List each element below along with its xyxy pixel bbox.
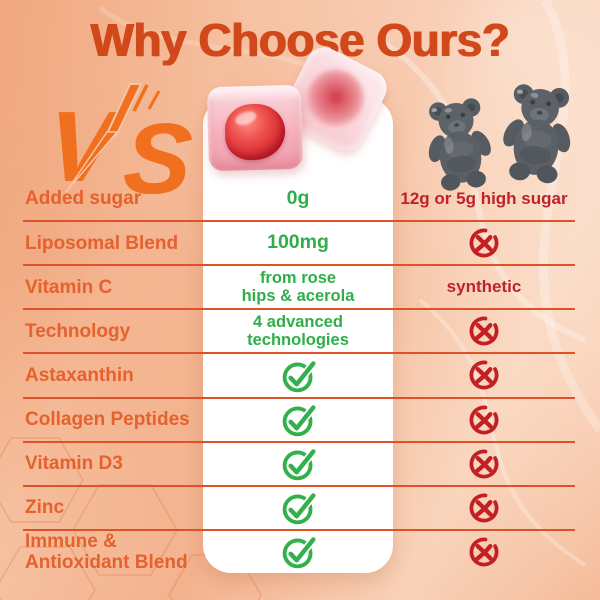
cross-icon (469, 449, 499, 479)
theirs-value (393, 354, 575, 396)
ours-value (203, 531, 393, 573)
table-row: Immune & Antioxidant Blend (23, 531, 575, 573)
check-icon (282, 447, 317, 481)
table-row: Added sugar 0g 12g or 5g high sugar (23, 178, 575, 223)
ours-column-card (203, 97, 393, 573)
check-icon (282, 403, 317, 437)
theirs-value (393, 399, 575, 441)
table-row: Collagen Peptides (23, 399, 575, 443)
theirs-value (393, 531, 575, 573)
theirs-value (393, 222, 575, 264)
ours-product-image (200, 41, 395, 175)
vs-badge: V S (44, 83, 198, 215)
row-label: Zinc (25, 497, 65, 519)
table-row: Technology 4 advanced technologies (23, 310, 575, 355)
theirs-value (393, 487, 575, 529)
row-label: Collagen Peptides (25, 408, 190, 430)
ours-value (203, 443, 393, 485)
row-label: Added sugar (25, 188, 142, 210)
ours-value: 100mg (267, 231, 329, 254)
ours-value (203, 487, 393, 529)
check-icon (282, 535, 317, 569)
ours-value (203, 354, 393, 396)
row-label: Vitamin D3 (25, 453, 123, 475)
theirs-value (393, 443, 575, 485)
theirs-value: 12g or 5g high sugar (400, 189, 568, 209)
table-row: Vitamin C from rose hips & acerola synthe… (23, 266, 575, 311)
table-row: Liposomal Blend 100mg (23, 222, 575, 267)
row-label: Vitamin C (25, 276, 113, 298)
lightning-bolt-icon (65, 83, 161, 193)
cross-icon (469, 493, 499, 523)
gummy-cube-front (206, 84, 304, 172)
row-label: Technology (25, 320, 131, 342)
cross-icon (469, 228, 499, 258)
theirs-value (393, 310, 575, 352)
row-label: Liposomal Blend (25, 232, 179, 254)
ours-value: from rose hips & acerola (241, 268, 355, 306)
cross-icon (469, 316, 499, 346)
cross-icon (469, 537, 499, 567)
comparison-table: Added sugar 0g 12g or 5g high sugar Lipo… (23, 178, 575, 573)
page-title: Why Choose Ours? (90, 14, 510, 66)
row-label: Astaxanthin (25, 364, 134, 386)
cross-icon (469, 405, 499, 435)
ours-value: 4 advanced technologies (247, 312, 349, 350)
table-row: Vitamin D3 (23, 443, 575, 487)
ours-value: 0g (286, 187, 310, 210)
table-row: Astaxanthin (23, 354, 575, 399)
row-label: Immune & Antioxidant Blend (25, 530, 188, 573)
check-icon (282, 491, 317, 525)
table-row: Zinc (23, 487, 575, 531)
ours-value (203, 399, 393, 441)
theirs-value: synthetic (446, 277, 522, 297)
check-icon (282, 359, 317, 393)
cross-icon (469, 360, 499, 390)
